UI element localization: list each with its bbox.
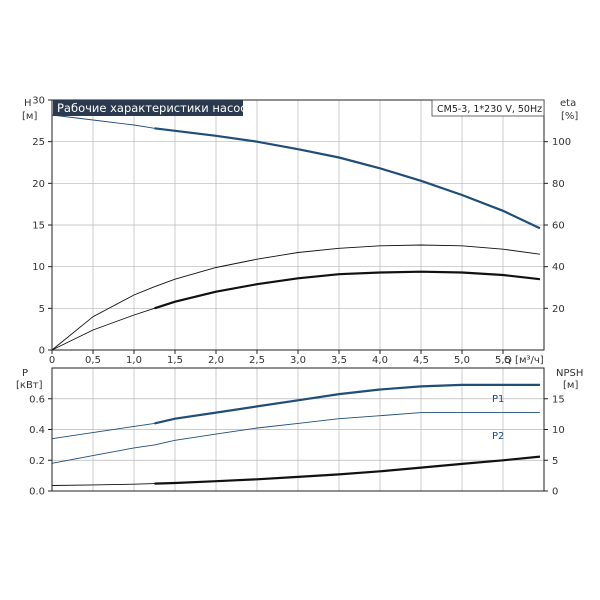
top-series <box>51 114 541 351</box>
x-tick-label: 0 <box>49 355 55 366</box>
x-tick-label: 1,5 <box>167 355 183 366</box>
h-axis-label: H <box>24 98 32 109</box>
p-axis-label: P <box>22 368 28 379</box>
x-tick-label: 3,0 <box>290 355 306 366</box>
x-tick-label: 2,5 <box>249 355 265 366</box>
top-series-line-2 <box>51 271 540 351</box>
p-axis-unit: [кВт] <box>16 380 43 391</box>
eta-axis-unit: [%] <box>561 111 578 122</box>
bottom-series-duty-range-0 <box>154 383 540 425</box>
top-y-left-tick-label: 30 <box>32 96 45 107</box>
eta-axis-label: eta <box>560 98 576 109</box>
bottom-y-right-tick-label: 15 <box>552 394 565 405</box>
npsh-axis-unit: [м] <box>563 380 578 391</box>
top-tick-labels: 0 0,5 1,0 1,5 2,0 2,5 3,0 3,5 4,0 4,5 5,0 5,5 0 5 10 15… <box>32 96 571 367</box>
top-y-right-tick-label: 20 <box>552 304 565 315</box>
top-y-left-tick-label: 0 <box>39 346 45 357</box>
bottom-grid <box>51 368 545 492</box>
bottom-series-line-0 <box>51 384 540 440</box>
model-label-box <box>431 99 545 117</box>
top-grid <box>51 99 545 351</box>
top-y-right-tick-label: 60 <box>552 221 565 232</box>
npsh-axis-label: NPSH <box>556 368 583 379</box>
bottom-series-duty-range-2 <box>154 455 541 485</box>
bottom-y-left-tick-label: 0.2 <box>29 456 45 467</box>
top-series-duty-range-2 <box>154 270 541 310</box>
bottom-y-left-tick-label: 0.6 <box>29 394 45 405</box>
x-tick-label: 0,5 <box>85 355 101 366</box>
chart-title: Рабочие характеристики насоса <box>57 101 254 115</box>
top-series-line-0 <box>51 114 541 229</box>
x-tick-label: 2,0 <box>208 355 224 366</box>
top-y-left-tick-label: 10 <box>32 262 45 273</box>
top-series-line-1 <box>51 244 540 351</box>
bottom-series-line-2 <box>51 456 540 486</box>
bottom-y-left-tick-label: 0.0 <box>29 487 45 498</box>
bottom-plot-frame <box>51 367 545 492</box>
series-label-p1: P1 <box>492 394 504 405</box>
x-tick-label: 1,0 <box>126 355 142 366</box>
top-y-right-tick-label: 80 <box>552 179 565 190</box>
x-tick-label: 5,5 <box>495 355 511 366</box>
bottom-y-right-tick-label: 0 <box>552 487 558 498</box>
q-axis-label: Q [м³/ч] <box>504 355 544 366</box>
x-tick-label: 5,0 <box>454 355 470 366</box>
bottom-series-line-1 <box>51 412 540 464</box>
series-label-p2: P2 <box>492 431 504 442</box>
top-series-duty-range-0 <box>154 127 541 230</box>
bottom-y-right-tick-label: 10 <box>552 425 565 436</box>
title-banner-bg <box>53 100 243 116</box>
h-axis-unit: [м] <box>22 111 37 122</box>
x-tick-label: 3,5 <box>331 355 347 366</box>
bottom-series <box>51 383 541 486</box>
top-y-left-tick-label: 15 <box>32 221 45 232</box>
top-y-left-tick-label: 20 <box>32 179 45 190</box>
bottom-y-right-tick-label: 5 <box>552 456 558 467</box>
model-label: CM5-3, 1*230 V, 50Hz <box>437 104 542 115</box>
bottom-tick-labels: 0.0 0.2 0.4 0.6 0 5 10 15 <box>29 394 565 497</box>
top-y-right-tick-label: 100 <box>552 137 571 148</box>
top-y-left-tick-label: 25 <box>32 137 45 148</box>
top-y-left-tick-label: 5 <box>39 304 45 315</box>
x-tick-label: 4,0 <box>372 355 388 366</box>
x-tick-label: 4,5 <box>413 355 429 366</box>
top-y-right-tick-label: 40 <box>552 262 565 273</box>
top-plot-frame <box>51 99 545 351</box>
bottom-y-left-tick-label: 0.4 <box>29 425 45 436</box>
